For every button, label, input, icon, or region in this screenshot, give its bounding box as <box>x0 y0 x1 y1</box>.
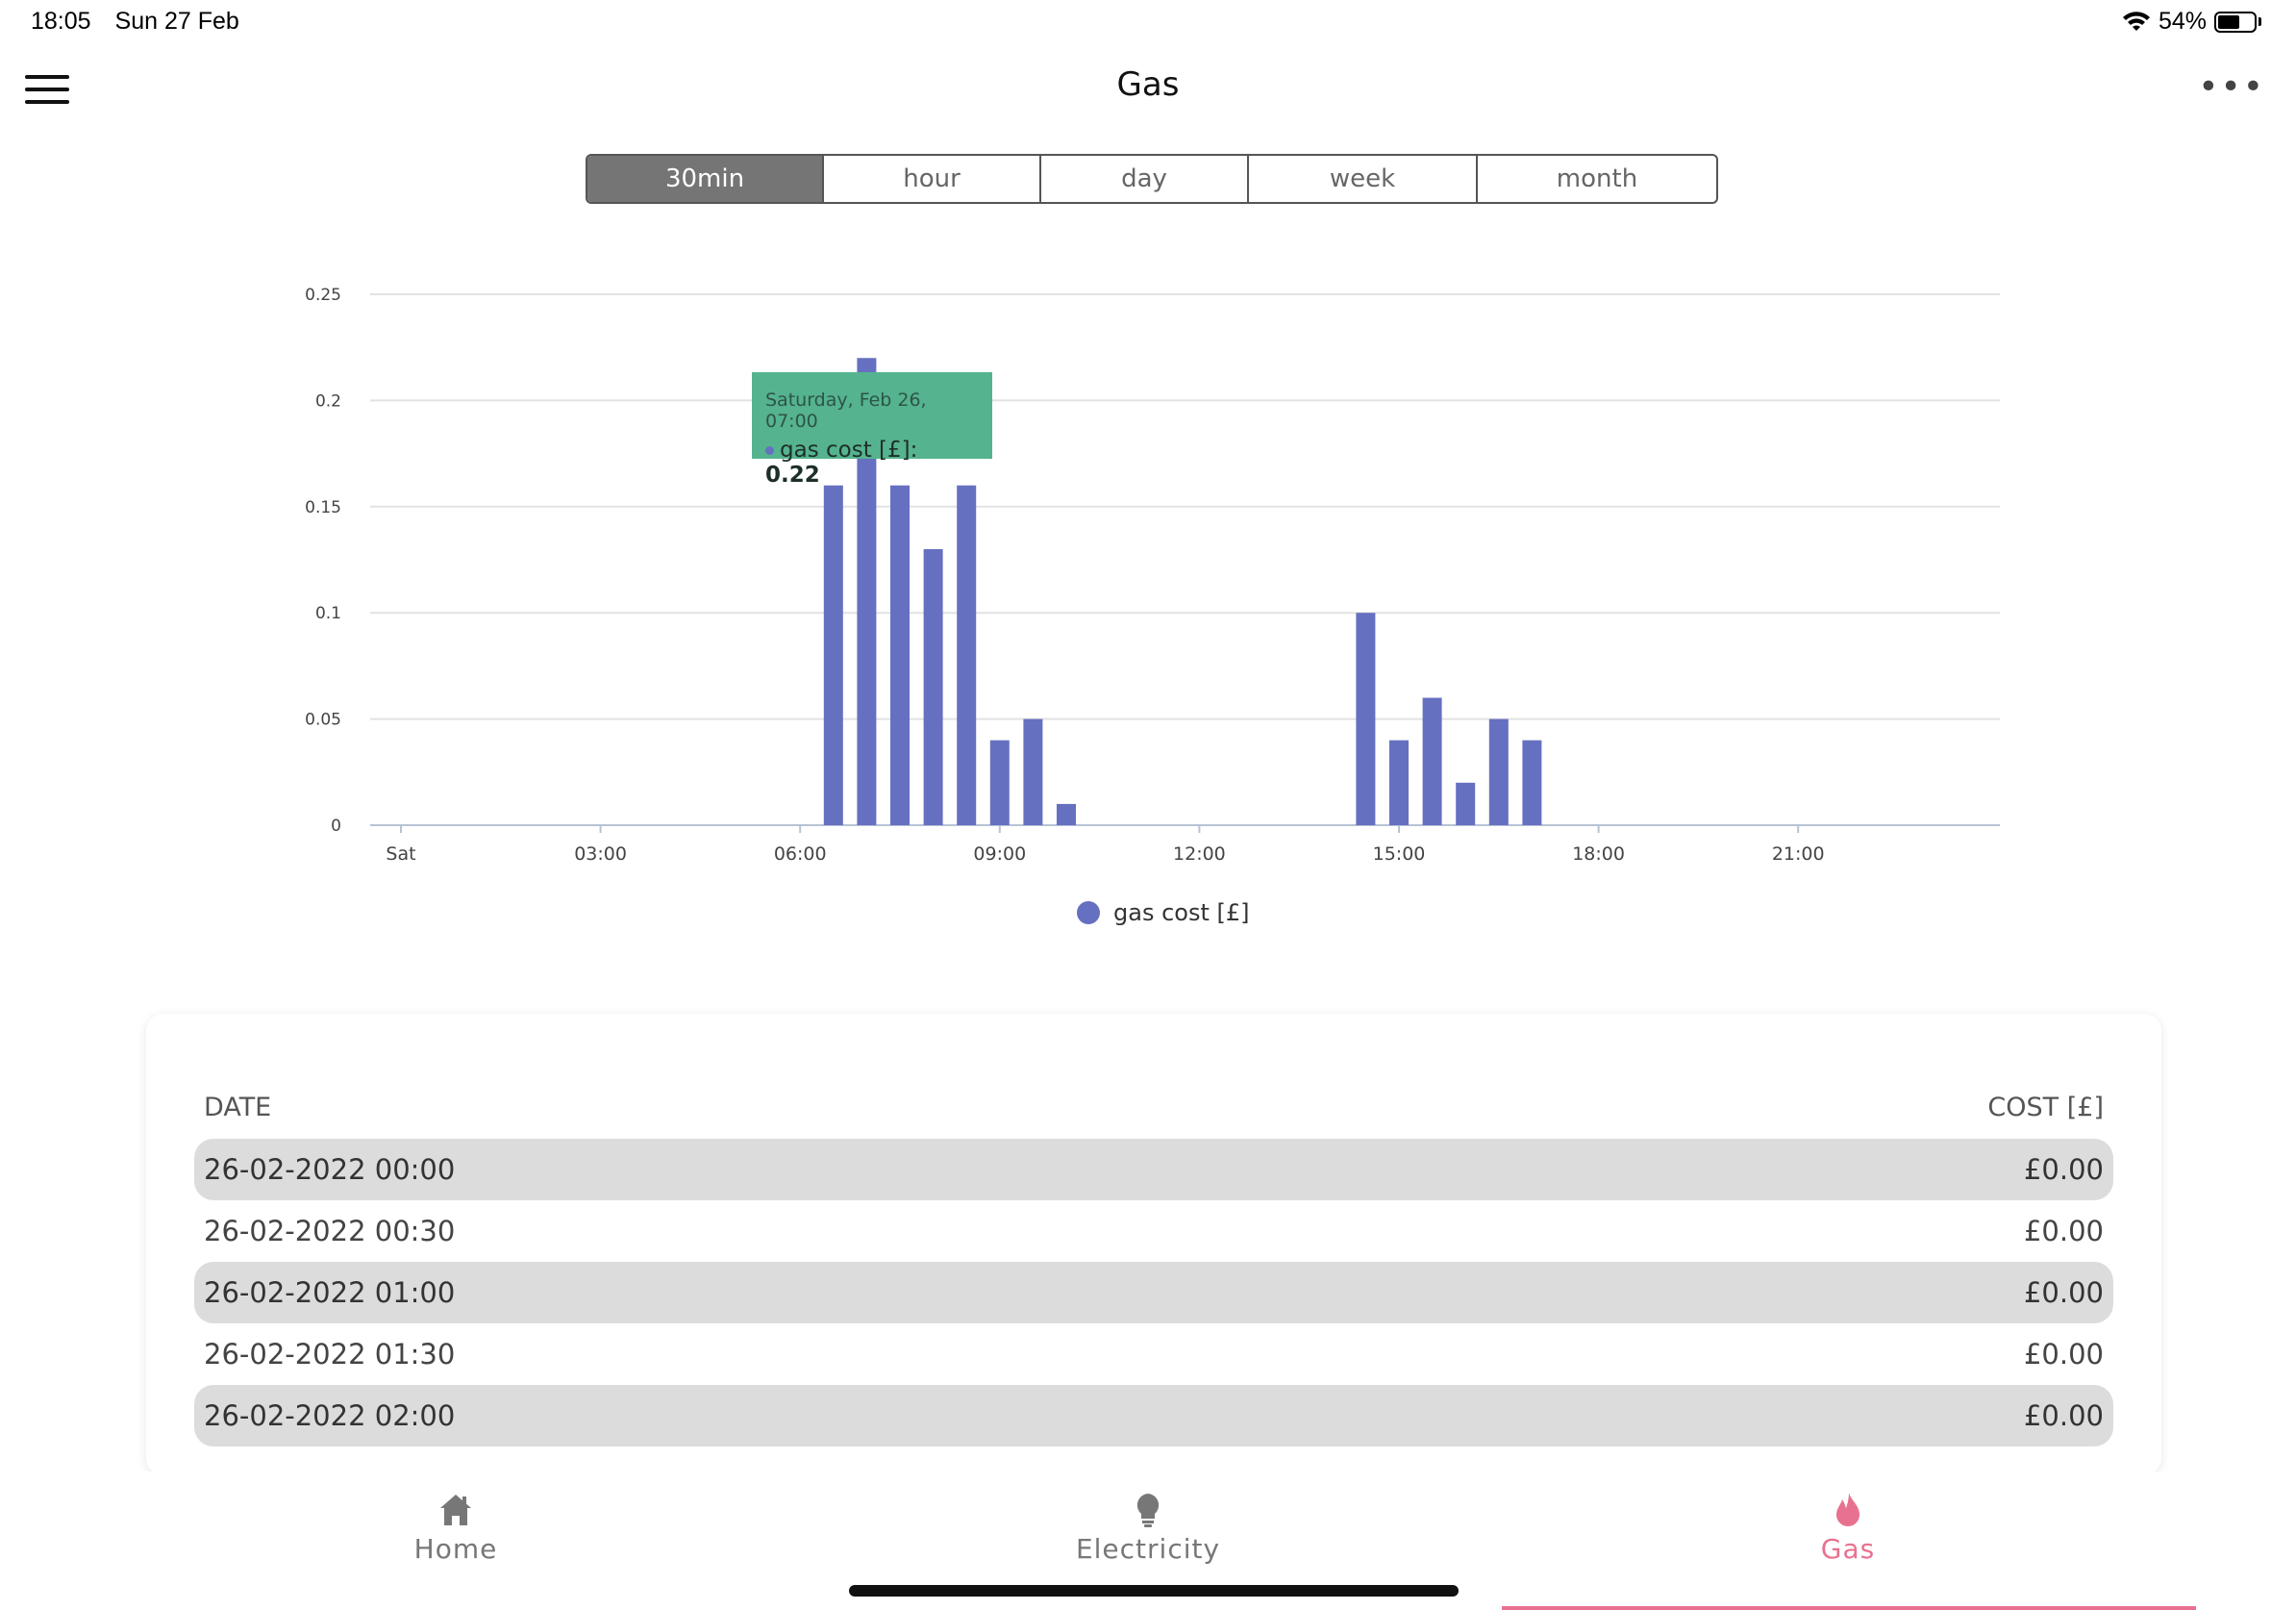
x-tick-label: Sat <box>386 843 415 865</box>
table-row[interactable]: 26-02-2022 00:30 £0.00 <box>194 1200 2113 1262</box>
battery-percent: 54% <box>2158 8 2207 35</box>
chart-bar[interactable] <box>1023 718 1043 825</box>
chart-bar[interactable] <box>890 485 910 825</box>
more-options-icon[interactable]: ••• <box>2198 67 2265 107</box>
row-date: 26-02-2022 00:00 <box>204 1153 456 1186</box>
chart-tooltip: Saturday, Feb 26, 07:00 gas cost [£]: 0.… <box>752 372 992 488</box>
y-tick-label: 0.2 <box>315 391 341 411</box>
table-header: DATE COST [£] <box>204 1093 2104 1122</box>
y-tick-label: 0 <box>331 817 341 836</box>
y-tick-label: 0.15 <box>305 498 341 517</box>
segment-week[interactable]: week <box>1249 156 1478 202</box>
chart-bar[interactable] <box>1389 740 1409 825</box>
x-tick-label: 21:00 <box>1772 843 1825 865</box>
chart-bar[interactable] <box>857 358 877 825</box>
column-header-date: DATE <box>204 1093 272 1122</box>
legend-label: gas cost [£] <box>1113 899 1250 926</box>
lightbulb-icon <box>1136 1494 1160 1527</box>
row-cost: £0.00 <box>2023 1399 2104 1432</box>
status-bar-right: 54% <box>2122 8 2261 36</box>
tab-gas[interactable]: Gas <box>1752 1491 1944 1565</box>
x-tick-label: 18:00 <box>1572 843 1625 865</box>
table-rows: 26-02-2022 00:00 £0.00 26-02-2022 00:30 £0… <box>194 1139 2113 1446</box>
segment-hour[interactable]: hour <box>824 156 1041 202</box>
interval-selector: 30min hour day week month <box>586 154 1718 204</box>
x-tick-label: 03:00 <box>574 843 627 865</box>
page-title: Gas <box>1116 65 1180 104</box>
tooltip-value: 0.22 <box>765 463 820 488</box>
wifi-icon <box>2122 11 2150 31</box>
row-cost: £0.00 <box>2023 1338 2104 1371</box>
home-indicator <box>849 1585 1459 1597</box>
row-cost: £0.00 <box>2023 1153 2104 1186</box>
x-tick-label: 12:00 <box>1173 843 1226 865</box>
tooltip-line: gas cost [£]: 0.22 <box>765 438 979 488</box>
x-tick-label: 06:00 <box>774 843 827 865</box>
chart-bar[interactable] <box>989 740 1010 825</box>
y-tick-label: 0.05 <box>305 711 341 730</box>
tooltip-label: gas cost [£]: <box>780 438 918 463</box>
x-tick-label: 15:00 <box>1373 843 1426 865</box>
segment-month[interactable]: month <box>1556 164 1638 193</box>
column-header-cost: COST [£] <box>1987 1093 2104 1122</box>
tooltip-date: Saturday, Feb 26, 07:00 <box>765 390 927 432</box>
tab-home[interactable]: Home <box>360 1491 552 1565</box>
y-tick-label: 0.25 <box>305 286 341 305</box>
table-row[interactable]: 26-02-2022 01:30 £0.00 <box>194 1323 2113 1385</box>
row-cost: £0.00 <box>2023 1215 2104 1247</box>
chart-bar[interactable] <box>923 548 943 825</box>
row-date: 26-02-2022 01:30 <box>204 1338 456 1371</box>
menu-icon[interactable] <box>25 75 69 104</box>
chart-bar[interactable] <box>1422 697 1442 825</box>
status-date: Sun 27 Feb <box>114 8 239 35</box>
gas-cost-chart: 0 0.05 0.1 0.15 0.2 0.25 Sat 03:00 06:00 09:00 12:… <box>0 250 2296 962</box>
status-time: 18:05 <box>31 8 91 35</box>
chart-legend[interactable]: gas cost [£] <box>1077 899 1250 926</box>
tab-gas-label: Gas <box>1820 1533 1876 1565</box>
chart-bar[interactable] <box>1456 782 1476 825</box>
chart-bar[interactable] <box>1522 740 1542 825</box>
bottom-tab-bar: Home Electricity Gas <box>0 1472 2296 1604</box>
row-cost: £0.00 <box>2023 1276 2104 1309</box>
tab-home-label: Home <box>413 1533 498 1565</box>
table-row[interactable]: 26-02-2022 01:00 £0.00 <box>194 1262 2113 1323</box>
chart-bar[interactable] <box>957 485 977 825</box>
chart-bar[interactable] <box>1057 803 1076 825</box>
status-bar-left: 18:05 Sun 27 Feb <box>31 8 257 36</box>
chart-bar[interactable] <box>1488 718 1509 825</box>
home-icon <box>440 1495 471 1525</box>
segment-30min[interactable]: 30min <box>587 156 824 202</box>
active-tab-indicator <box>1502 1606 2196 1610</box>
cost-table-card: DATE COST [£] 26-02-2022 00:00 £0.00 26-0… <box>146 1014 2161 1475</box>
chart-bar[interactable] <box>1356 613 1376 825</box>
row-date: 26-02-2022 00:30 <box>204 1215 456 1247</box>
tab-electricity-label: Electricity <box>1075 1533 1221 1565</box>
legend-marker <box>1077 901 1100 924</box>
y-tick-label: 0.1 <box>315 604 341 623</box>
flame-icon <box>1836 1493 1859 1526</box>
tab-electricity[interactable]: Electricity <box>1052 1491 1244 1565</box>
x-tick-label: 09:00 <box>973 843 1026 865</box>
table-row[interactable]: 26-02-2022 00:00 £0.00 <box>194 1139 2113 1200</box>
row-date: 26-02-2022 01:00 <box>204 1276 456 1309</box>
chart-bar[interactable] <box>823 485 843 825</box>
battery-icon <box>2214 11 2257 33</box>
chart-svg: 0 0.05 0.1 0.15 0.2 0.25 Sat 03:00 06:00 09:00 12:… <box>305 286 2000 865</box>
segment-day[interactable]: day <box>1041 156 1249 202</box>
table-row[interactable]: 26-02-2022 02:00 £0.00 <box>194 1385 2113 1446</box>
row-date: 26-02-2022 02:00 <box>204 1399 456 1432</box>
